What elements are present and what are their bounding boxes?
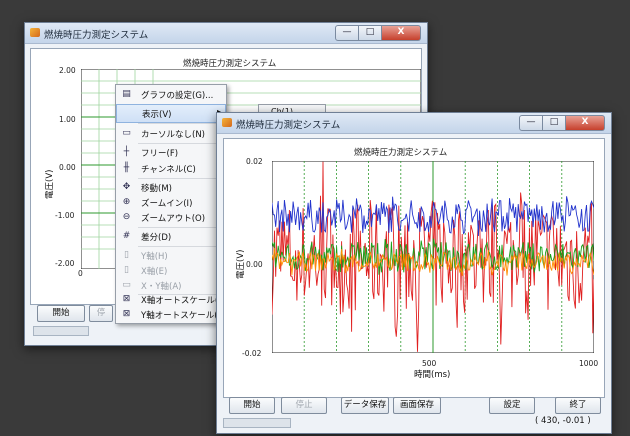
close-button[interactable]: X: [382, 25, 421, 41]
menu-item-difference[interactable]: # 差分(D): [122, 231, 172, 243]
y-autoscale-icon: ⊠: [122, 309, 131, 319]
back-progress-bar: [33, 326, 89, 336]
menu-item-zoom-out[interactable]: ⊖ ズームアウト(O): [122, 212, 206, 224]
menu-item-xy-axis[interactable]: ▭ X・Y軸(A): [122, 280, 182, 292]
menu-item-cursor-none[interactable]: ▭ カーソルなし(N): [122, 128, 205, 140]
front-window-title: 燃焼時圧力測定システム: [236, 120, 341, 131]
back-window-titlebar[interactable]: 燃焼時圧力測定システム — □ X: [25, 23, 427, 44]
menu-item-x-axis[interactable]: ▯ X軸(E): [116, 262, 226, 279]
series-line-4: [272, 247, 594, 276]
menu-item-x-autoscale[interactable]: ⊠ X軸オートスケール(X: [122, 294, 224, 306]
ytick-label: 0.02: [246, 157, 263, 166]
series-line-2: [272, 196, 594, 237]
back-start-button[interactable]: 開始: [37, 305, 85, 322]
menu-item-y-axis[interactable]: ▯ Y軸(H): [116, 247, 226, 264]
zoom-in-icon: ⊕: [122, 197, 131, 207]
menu-item-zoom-in[interactable]: ⊕ ズームイン(I): [122, 197, 193, 209]
back-chart-ylabel: 電圧(V): [45, 169, 55, 199]
menu-item-channel[interactable]: ╫ チャンネル(C): [116, 160, 226, 177]
free-cursor-icon: ┼: [123, 147, 130, 157]
back-ytick: -1.00: [55, 211, 75, 220]
menu-separator: [138, 178, 224, 179]
ytick-label: -0.02: [242, 349, 262, 358]
back-chart-title: 燃焼時圧力測定システム: [183, 59, 277, 69]
menu-item-y-autoscale[interactable]: ⊠ Y軸オートスケール(Y: [122, 309, 223, 321]
series-line-1: [272, 161, 594, 352]
back-xtick: 0: [78, 269, 83, 278]
front-window: 燃焼時圧力測定システム — □ X 燃焼時圧力測定システム 電圧(V) 0.02…: [216, 112, 612, 434]
cursor-none-icon: ▭: [122, 128, 131, 138]
menu-item-move[interactable]: ✥ 移動(M): [122, 182, 172, 194]
stop-button[interactable]: 停止: [281, 397, 327, 414]
menu-separator: [138, 294, 224, 295]
cursor-coordinates: ( 430, -0.01 ): [535, 416, 591, 426]
chart-xlabel: 時間(ms): [414, 370, 451, 380]
move-icon: ✥: [122, 182, 131, 192]
main-plot[interactable]: [272, 161, 594, 353]
xtick-label: 1000: [579, 359, 599, 368]
back-ytick: 2.00: [59, 66, 76, 75]
maximize-button[interactable]: □: [359, 25, 382, 41]
series-line-3: [272, 238, 594, 275]
graph-settings-icon: ▤: [122, 89, 131, 99]
back-ytick: 0.00: [59, 163, 76, 172]
exit-button[interactable]: 終了: [555, 397, 601, 414]
close-button[interactable]: X: [566, 115, 605, 131]
back-window-title: 燃焼時圧力測定システム: [44, 30, 149, 41]
x-autoscale-icon: ⊠: [122, 294, 131, 304]
save-screen-button[interactable]: 画面保存: [393, 397, 441, 414]
app-icon: [30, 28, 40, 37]
xy-axis-icon: ▭: [122, 280, 131, 290]
menu-item-free[interactable]: ┼ フリー(F): [116, 144, 226, 161]
menu-separator: [138, 143, 224, 144]
back-stop-button[interactable]: 停: [89, 305, 113, 322]
menu-separator: [138, 123, 224, 124]
chart-title: 燃焼時圧力測定システム: [354, 148, 448, 158]
save-data-button[interactable]: データ保存: [341, 397, 389, 414]
menu-separator: [138, 227, 224, 228]
settings-button[interactable]: 設定: [489, 397, 535, 414]
start-button[interactable]: 開始: [229, 397, 275, 414]
ytick-label: 0.00: [246, 260, 263, 269]
x-axis-icon: ▯: [124, 265, 129, 275]
menu-item-view[interactable]: 表示(V) ▸: [116, 104, 226, 123]
maximize-button[interactable]: □: [543, 115, 566, 131]
xtick-label: 500: [422, 359, 437, 368]
front-chart-area[interactable]: 燃焼時圧力測定システム 電圧(V) 0.02 0.00 -0.02 500 10…: [223, 138, 605, 398]
submenu-item-channel[interactable]: Ch(1): [271, 107, 293, 116]
chart-ylabel: 電圧(V): [236, 249, 246, 279]
app-icon: [222, 118, 232, 127]
context-menu: ▤ グラフの設定(G)... 表示(V) ▸ ▭ カーソルなし(N) ┼ フリー…: [115, 84, 227, 324]
submenu-arrow-icon: ▸: [217, 107, 221, 116]
back-ytick: 1.00: [59, 115, 76, 124]
minimize-button[interactable]: —: [519, 115, 543, 131]
menu-item-graph-settings[interactable]: ▤ グラフの設定(G)...: [122, 89, 214, 101]
channel-cursor-icon: ╫: [123, 163, 130, 173]
back-window-controls: — □ X: [335, 25, 421, 41]
zoom-out-icon: ⊖: [122, 212, 131, 222]
progress-bar: [223, 418, 291, 428]
menu-separator: [138, 246, 224, 247]
minimize-button[interactable]: —: [335, 25, 359, 41]
front-window-titlebar[interactable]: 燃焼時圧力測定システム — □ X: [217, 113, 611, 134]
y-axis-icon: ▯: [124, 250, 129, 260]
front-window-controls: — □ X: [519, 115, 605, 131]
back-ytick: -2.00: [55, 259, 75, 268]
difference-icon: #: [122, 231, 131, 241]
